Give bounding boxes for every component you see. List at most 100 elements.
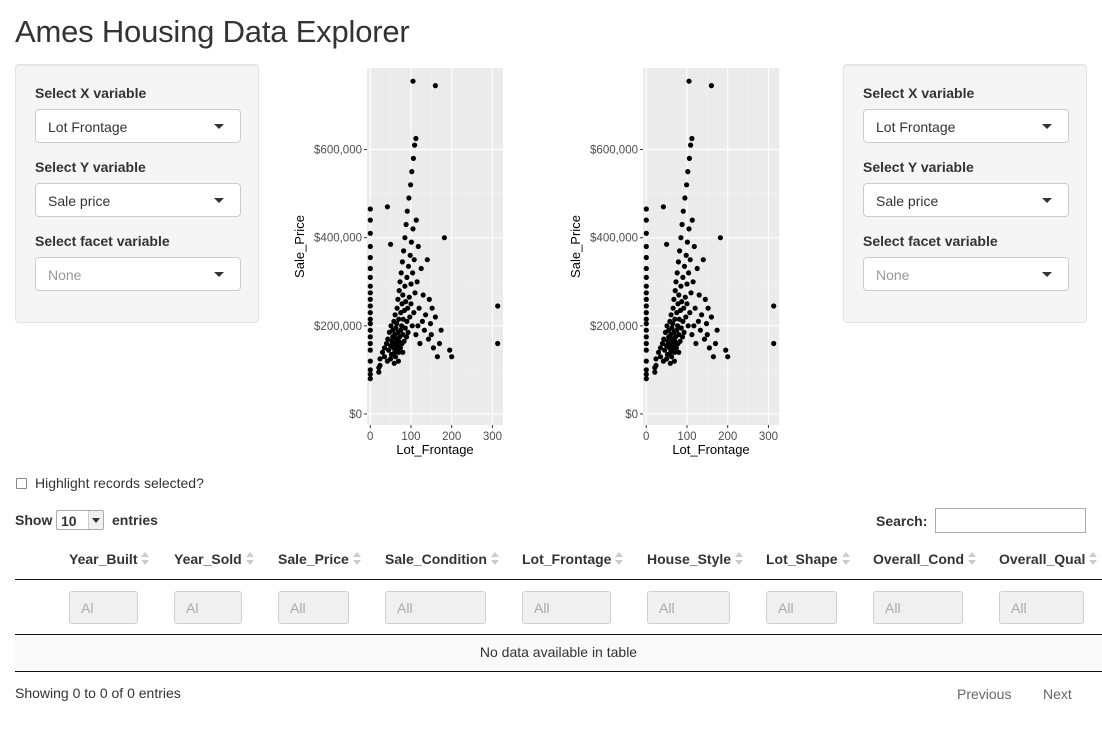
search-input[interactable]: [935, 508, 1086, 533]
column-header-lot-frontage[interactable]: Lot_Frontage: [522, 551, 624, 567]
data-point: [381, 345, 388, 351]
data-point: [413, 332, 419, 338]
sort-icon: [490, 552, 499, 565]
data-point: [385, 336, 391, 342]
x-variable-value: Lot Frontage: [48, 119, 128, 135]
x-variable-select[interactable]: Lot Frontage: [863, 109, 1069, 143]
data-point: [771, 303, 777, 309]
facet-variable-label: Select facet variable: [35, 233, 170, 249]
column-header-year-sold[interactable]: Year_Sold: [174, 551, 254, 567]
entries-label: entries: [112, 512, 158, 528]
data-point: [704, 332, 710, 338]
data-point: [643, 296, 649, 302]
data-point: [686, 226, 692, 232]
column-header-year-built[interactable]: Year_Built: [69, 551, 150, 567]
data-point: [688, 290, 694, 296]
previous-page-button[interactable]: Previous: [957, 686, 1012, 702]
data-point: [691, 243, 697, 250]
sort-icon: [841, 552, 850, 565]
filter-input-year-sold[interactable]: Al: [174, 591, 242, 624]
data-point: [668, 312, 674, 318]
facet-variable-select[interactable]: None: [35, 257, 241, 291]
column-header-sale-price[interactable]: Sale_Price: [278, 551, 361, 567]
data-point: [664, 323, 670, 329]
x-tick-label: 100: [401, 431, 420, 443]
page-length-select[interactable]: 10: [56, 510, 104, 530]
table-filter-row: Al Al All All All All All All All: [15, 580, 1102, 635]
data-point: [403, 299, 409, 305]
data-point: [397, 279, 403, 285]
scatter-plot-right[interactable]: 0 100 200 300 $0 $200,000 $400,000 $600,000 Lot_…: [566, 64, 806, 464]
data-point: [386, 347, 392, 353]
data-point: [689, 332, 695, 338]
filter-input-lot-frontage[interactable]: All: [522, 591, 611, 624]
data-point: [682, 195, 688, 201]
plot-panel: [643, 68, 779, 425]
column-header-overall-qual[interactable]: Overall_Qual: [999, 551, 1098, 567]
data-point: [402, 325, 408, 331]
data-point: [643, 321, 649, 327]
data-point: [419, 318, 425, 324]
data-point: [367, 283, 373, 289]
filter-input-sale-price[interactable]: All: [278, 591, 349, 624]
column-header-lot-shape[interactable]: Lot_Shape: [766, 551, 850, 567]
column-header-sale-condition[interactable]: Sale_Condition: [385, 551, 499, 567]
chevron-down-icon: [214, 124, 224, 129]
column-header-house-style[interactable]: House_Style: [647, 551, 744, 567]
data-point: [420, 292, 426, 298]
data-point: [655, 349, 662, 355]
x-tick-label: 200: [718, 431, 737, 443]
data-point: [415, 243, 421, 250]
data-point: [693, 340, 699, 347]
data-point: [699, 312, 705, 318]
data-point: [415, 323, 421, 329]
data-point: [697, 327, 703, 333]
filter-input-house-style[interactable]: All: [647, 591, 730, 624]
data-point: [671, 296, 677, 302]
data-point: [695, 318, 701, 324]
data-point: [396, 316, 402, 322]
sort-icon: [352, 552, 361, 565]
y-variable-select[interactable]: Sale price: [863, 183, 1069, 217]
data-point: [643, 254, 649, 261]
filter-input-year-built[interactable]: Al: [69, 591, 138, 624]
data-point: [396, 288, 402, 294]
data-point: [424, 257, 430, 263]
data-point: [367, 340, 373, 347]
x-tick-label: 0: [643, 431, 649, 443]
scatter-plot-left[interactable]: 0 100 200 300 $0 $200,000 $400,000 $600,000 Lot_…: [290, 64, 530, 464]
data-point: [408, 182, 414, 188]
y-variable-value: Sale price: [876, 193, 939, 209]
data-point: [405, 305, 411, 311]
column-header-overall-cond[interactable]: Overall_Cond: [873, 551, 977, 567]
empty-table-row: No data available in table: [15, 635, 1102, 672]
data-point: [681, 305, 687, 311]
data-point: [429, 305, 435, 311]
data-point: [677, 338, 683, 344]
facet-variable-select[interactable]: None: [863, 257, 1069, 291]
x-tick-label: 100: [677, 431, 696, 443]
empty-table-message: No data available in table: [479, 644, 638, 660]
data-point: [643, 316, 649, 322]
data-point: [367, 316, 373, 322]
data-point: [706, 345, 712, 351]
data-point: [725, 354, 731, 360]
filter-input-overall-cond[interactable]: All: [873, 591, 963, 624]
data-point: [643, 274, 649, 280]
data-point: [684, 281, 690, 287]
data-point: [367, 358, 373, 364]
filter-input-sale-condition[interactable]: All: [385, 591, 486, 624]
next-page-button[interactable]: Next: [1043, 686, 1072, 702]
data-point: [421, 327, 427, 333]
data-point: [401, 248, 407, 254]
x-variable-select[interactable]: Lot Frontage: [35, 109, 241, 143]
filter-input-lot-shape[interactable]: All: [766, 591, 837, 624]
data-point: [425, 336, 432, 342]
filter-input-overall-qual[interactable]: All: [999, 591, 1084, 624]
data-point: [399, 259, 405, 265]
data-point: [674, 270, 680, 276]
data-point: [367, 376, 373, 382]
y-variable-select[interactable]: Sale price: [35, 183, 241, 217]
highlight-checkbox[interactable]: [16, 478, 27, 489]
data-point: [367, 303, 373, 309]
